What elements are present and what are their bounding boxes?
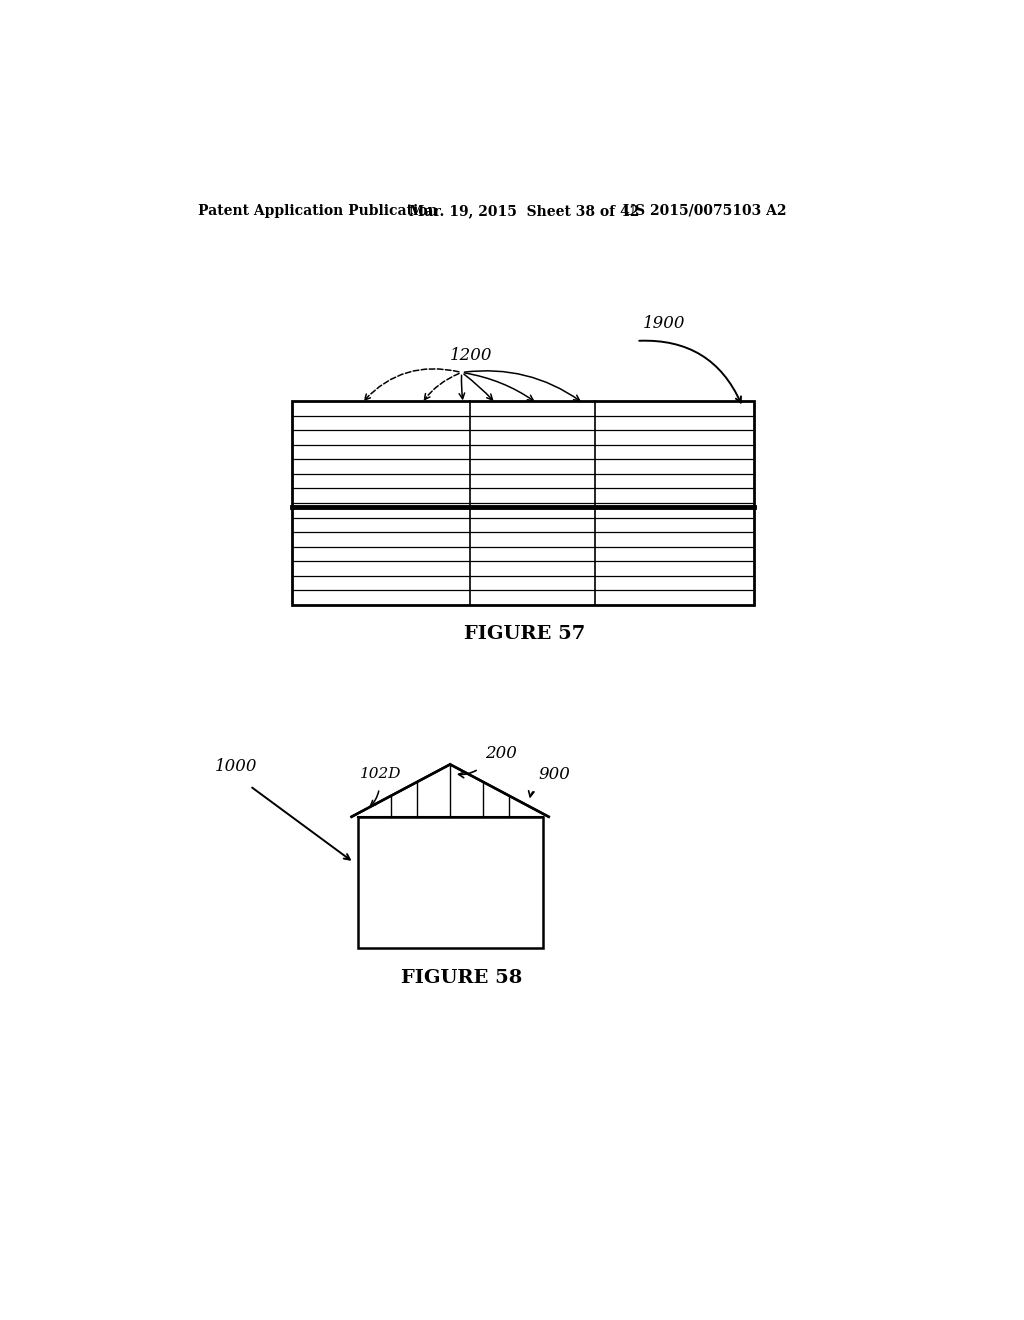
Text: 1900: 1900 xyxy=(643,315,685,333)
Bar xyxy=(292,401,755,605)
Text: 1200: 1200 xyxy=(451,347,493,364)
Text: 900: 900 xyxy=(539,766,570,783)
Text: FIGURE 57: FIGURE 57 xyxy=(464,626,586,643)
Text: FIGURE 58: FIGURE 58 xyxy=(401,969,522,987)
Text: 200: 200 xyxy=(484,744,517,762)
Text: Mar. 19, 2015  Sheet 38 of 42: Mar. 19, 2015 Sheet 38 of 42 xyxy=(410,203,640,218)
Text: 1000: 1000 xyxy=(215,758,258,775)
Bar xyxy=(357,817,543,948)
Text: Patent Application Publication: Patent Application Publication xyxy=(199,203,438,218)
Text: 102D: 102D xyxy=(360,767,401,781)
Text: US 2015/0075103 A2: US 2015/0075103 A2 xyxy=(624,203,786,218)
